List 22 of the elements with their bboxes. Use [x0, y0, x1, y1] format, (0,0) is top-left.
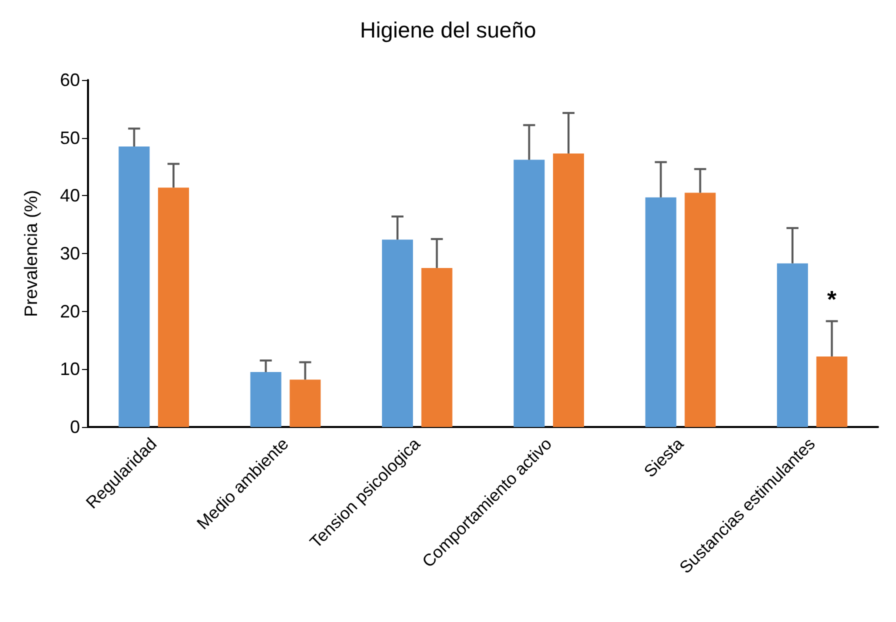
bar: [382, 240, 413, 427]
bar: [250, 372, 282, 427]
bar: [118, 146, 150, 427]
y-tick-label: 10: [60, 359, 80, 380]
bar: [514, 160, 545, 427]
bar: [553, 153, 584, 427]
bar: [816, 356, 848, 427]
bar: [290, 380, 321, 427]
y-tick-label: 50: [60, 128, 80, 148]
bar: [684, 192, 716, 427]
bar: [776, 263, 808, 427]
bar: [645, 197, 676, 427]
y-tick-label: 20: [60, 301, 80, 322]
bar: [158, 188, 190, 427]
annotation: *: [827, 286, 838, 314]
y-tick-label: 40: [60, 186, 80, 206]
y-tick-label: 60: [60, 70, 80, 90]
y-tick-label: 0: [70, 417, 80, 437]
chart-title: Higiene del sueño: [360, 18, 536, 42]
y-tick-label: 30: [60, 244, 80, 264]
bar: [421, 268, 452, 427]
y-axis-title: Prevalencia (%): [21, 190, 41, 318]
